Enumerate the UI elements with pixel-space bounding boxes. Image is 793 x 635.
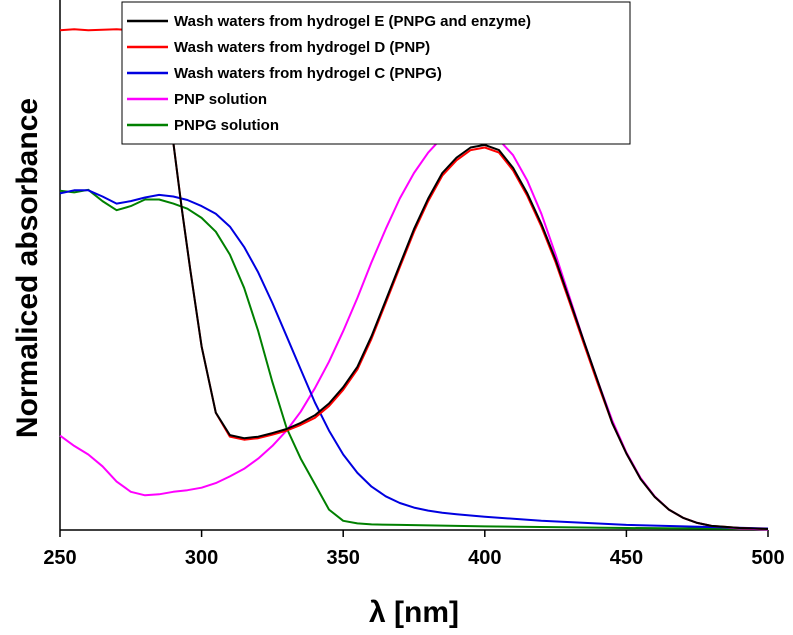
x-tick-label: 450 xyxy=(610,547,643,569)
x-tick-label: 350 xyxy=(327,547,360,569)
y-axis-title: Normaliced absorbance xyxy=(11,98,44,438)
legend-label: Wash waters from hydrogel C (PNPG) xyxy=(174,65,442,82)
series-line-1 xyxy=(172,142,769,530)
x-tick-label: 400 xyxy=(468,547,501,569)
legend-label: PNPG solution xyxy=(174,117,279,134)
series-line-4 xyxy=(59,126,769,531)
legend-box xyxy=(121,1,631,145)
x-tick-label: 300 xyxy=(185,547,218,569)
legend-label: PNP solution xyxy=(174,91,267,108)
x-axis-title: λ [nm] xyxy=(369,596,459,629)
series-line-5 xyxy=(59,188,769,530)
legend: Wash waters from hydrogel E (PNPG and en… xyxy=(121,1,631,145)
legend-label: Wash waters from hydrogel D (PNP) xyxy=(174,39,430,56)
x-ticks: 250 300 350 400 450 500 xyxy=(43,530,785,569)
series-line-3 xyxy=(59,189,769,530)
legend-label: Wash waters from hydrogel E (PNPG and en… xyxy=(174,13,531,30)
x-tick-label: 250 xyxy=(43,547,76,569)
x-tick-label: 500 xyxy=(751,547,784,569)
